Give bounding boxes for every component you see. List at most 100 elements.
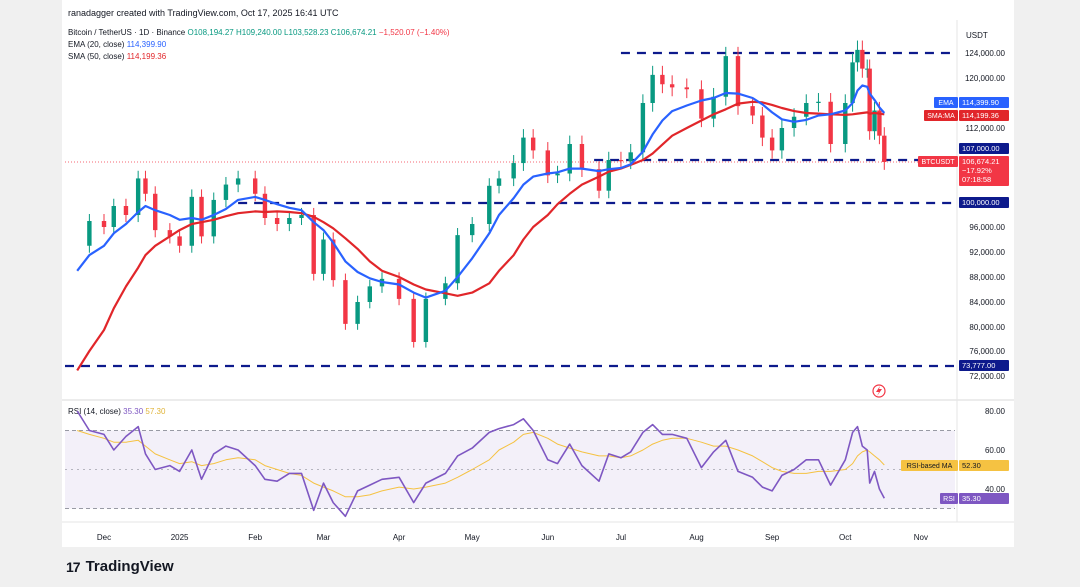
candle-body [769, 137, 775, 151]
rsi-line [76, 410, 886, 518]
ohlc-change: −1,520.07 (−1.40%) [378, 28, 450, 37]
time-tick-label: Apr [393, 533, 406, 542]
rsi-ma-line [77, 430, 885, 498]
rsi-legend[interactable]: RSI (14, close) 35.30 57.30 [68, 407, 165, 416]
price-tick-label: 112,000.00 [966, 124, 1006, 133]
rsi-value-badge-text: 35.30 [962, 494, 981, 503]
rsi-ma-value-badge[interactable]: 52.30 [959, 460, 1009, 471]
candle-body [167, 230, 173, 237]
sma-legend-value: 114,199.36 [126, 52, 167, 61]
symbol-price-badge[interactable]: 106,674.21−17.92%07:18:58 [959, 156, 1009, 186]
price-tick-label: 124,000.00 [965, 49, 1006, 58]
price-tick-label: 96,000.00 [969, 223, 1005, 232]
candle-body [367, 286, 372, 302]
ema-value-badge-text: 114,399.90 [962, 98, 999, 107]
candle-body [123, 206, 129, 215]
candle-body [496, 178, 502, 186]
level-73-badge[interactable]: 73,777.00 [959, 360, 1009, 371]
candle-body [470, 224, 475, 236]
ohlc-close: C106,674.21 [330, 28, 377, 37]
price-tick-label: 84,000.00 [969, 298, 1005, 307]
candle-body [865, 68, 870, 70]
time-tick-label: Jul [616, 533, 626, 542]
symbol-name-tag-bg [918, 156, 958, 167]
candle-body [87, 221, 92, 246]
candle-body [660, 74, 665, 85]
symbol-name-tag[interactable]: BTCUSDT [918, 156, 958, 167]
currency-label: USDT [966, 31, 988, 40]
candle-body [843, 103, 848, 144]
candle-body [877, 110, 882, 136]
price-tick-label: 80,000.00 [969, 323, 1005, 332]
candle-body [640, 103, 646, 153]
candle-body [223, 184, 229, 200]
time-tick-label: Feb [248, 533, 262, 542]
chart-frame: ranadagger created with TradingView.com,… [62, 0, 1014, 547]
sma-name-tag[interactable]: SMA:MA [924, 110, 958, 121]
ema-name-tag-text: EMA [938, 100, 954, 107]
candle-body [596, 169, 602, 191]
candle-body [850, 62, 855, 103]
level-107-badge-bg [959, 143, 1009, 154]
rsi-tick-label: 60.00 [985, 446, 1006, 455]
time-tick-label: Sep [765, 533, 780, 542]
candle-body [299, 215, 304, 218]
tradingview-brand: TradingView [85, 558, 174, 575]
symbol-price-badge-text: −17.92% [962, 166, 992, 175]
candle-body [396, 278, 402, 299]
rsi-ma-name-tag-text: RSI-based MA [907, 463, 953, 470]
tradingview-logo-icon: 17 [66, 558, 81, 575]
price-tick-label: 72,000.00 [969, 372, 1005, 381]
sma-legend[interactable]: SMA (50, close) 114,199.36 [68, 52, 166, 61]
level-107-badge-text: 107,000.00 [962, 144, 1000, 153]
candle-body [262, 193, 268, 218]
symbol-price-badge-text: 07:18:58 [962, 175, 991, 184]
candle-body [331, 239, 336, 281]
level-107-badge[interactable]: 107,000.00 [959, 143, 1009, 154]
rsi-value-badge[interactable]: 35.30 [959, 493, 1009, 504]
candle-body [423, 298, 429, 342]
symbol-price-badge-bg [959, 156, 1009, 186]
price-chart-svg[interactable]: USDT 124,000.00120,000.00116,000.00112,0… [62, 0, 1014, 547]
level-100-badge-text: 100,000.00 [962, 198, 1000, 207]
time-tick-label: Aug [689, 533, 703, 542]
level-100-badge[interactable]: 100,000.00 [959, 197, 1009, 208]
candle-body [804, 103, 809, 117]
ema-legend-label: EMA (20, close) [68, 40, 125, 49]
rsi-name-tag-bg [940, 493, 958, 504]
price-tick-label: 88,000.00 [969, 273, 1005, 282]
sma-value-badge[interactable]: 114,199.36 [959, 110, 1009, 121]
sma-name-tag-bg [924, 110, 958, 121]
ema-name-tag-bg [934, 97, 958, 108]
candle-body [606, 160, 611, 191]
sma-line [76, 100, 885, 371]
lightning-icon[interactable] [872, 384, 886, 398]
ema-name-tag[interactable]: EMA [934, 97, 958, 108]
tradingview-footer[interactable]: 17 TradingView [66, 558, 174, 575]
level-100-badge-bg [959, 197, 1009, 208]
candle-body [252, 178, 258, 194]
rsi-name-tag[interactable]: RSI [940, 493, 958, 504]
candle-body [735, 56, 741, 107]
rsi-value-badge-bg [959, 493, 1009, 504]
ohlc-open: O108,194.27 [187, 28, 234, 37]
price-tick-label: 120,000.00 [965, 74, 1006, 83]
ema-value-badge[interactable]: 114,399.90 [959, 97, 1009, 108]
candle-body [487, 185, 492, 224]
sma-legend-label: SMA (50, close) [68, 52, 125, 61]
candle-body [111, 206, 116, 227]
symbol-name-tag-text: BTCUSDT [921, 159, 955, 166]
candle-body [455, 235, 460, 284]
rsi-ma-value-badge-bg [959, 460, 1009, 471]
rsi-legend-value: 35.30 [123, 407, 144, 416]
candle-body [669, 84, 675, 88]
price-tick-label: 92,000.00 [969, 248, 1005, 257]
candle-body [153, 193, 158, 231]
symbol-title: Bitcoin / TetherUS · 1D · Binance [68, 28, 186, 37]
ema-legend[interactable]: EMA (20, close) 114,399.90 [68, 40, 166, 49]
candle-body [530, 137, 536, 151]
candle-body [177, 236, 182, 246]
ema-line [76, 84, 886, 299]
candle-body [355, 302, 360, 324]
rsi-ma-name-tag[interactable]: RSI-based MA [901, 460, 958, 471]
